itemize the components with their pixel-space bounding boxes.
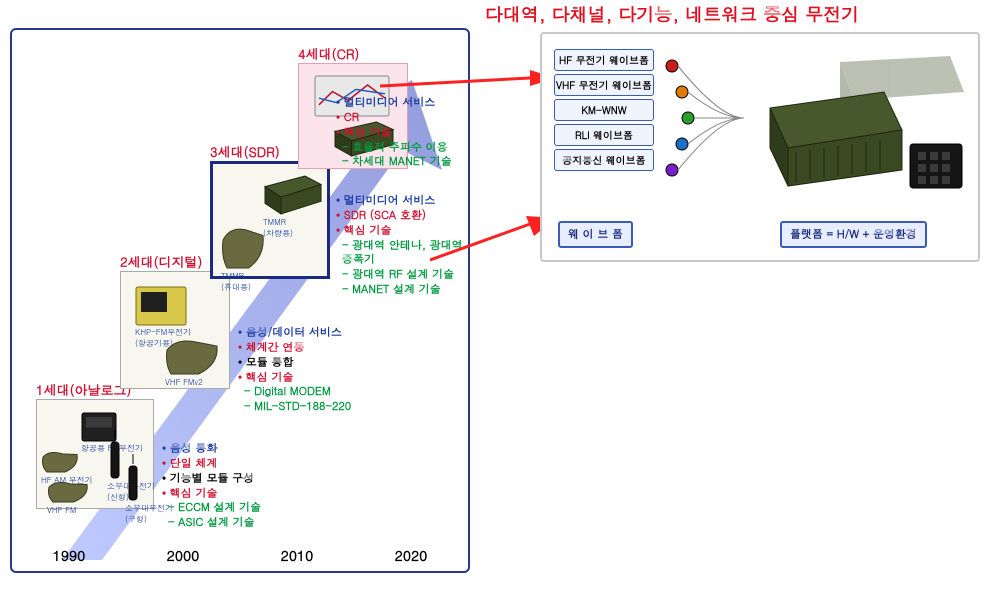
device: VHF FM bbox=[47, 478, 91, 504]
bullet: • 핵심 기술 bbox=[336, 126, 452, 141]
bullet: • 멀티미디어 서비스 bbox=[336, 194, 468, 209]
bullet: • 음성 통화 bbox=[162, 442, 261, 457]
bullet: • 핵심 기술 bbox=[162, 487, 261, 502]
evolution-panel: 1세대(아날로그)HF AM 무전기항공용 FM무전기소부대무전기 (신형)VH… bbox=[10, 28, 470, 573]
gen-devices-box: KHP-FM무전기 (항공기용) VHF FMv2 bbox=[120, 271, 230, 389]
gen-title: 4세대(CR) bbox=[298, 44, 408, 63]
year: 2020 bbox=[395, 545, 428, 565]
bullet: - 효율적 주파수 이용 bbox=[336, 141, 452, 156]
platform-panel: HF 무전기 웨이브폼 VHF 무전기 웨이브폼 KM-WNW RLI 웨이브폼… bbox=[540, 32, 980, 262]
port-dots bbox=[660, 54, 750, 194]
waveform-list: HF 무전기 웨이브폼 VHF 무전기 웨이브폼 KM-WNW RLI 웨이브폼… bbox=[554, 46, 654, 174]
gen-bullets: • 음성 통화• 단일 체계• 기능별 모듈 구성• 핵심 기술- ECCM 설… bbox=[162, 442, 261, 531]
hardware-illustration bbox=[750, 52, 970, 202]
out-arrow-top bbox=[380, 66, 560, 106]
gen-devices-box: HF AM 무전기항공용 FM무전기소부대무전기 (신형) VHF FM 소부대무전… bbox=[36, 399, 154, 509]
bullet: • 기능별 모듈 구성 bbox=[162, 472, 261, 487]
bullet: - 차세대 MANET 기술 bbox=[336, 155, 452, 170]
bullet: - ECCM 설계 기술 bbox=[162, 501, 261, 516]
device: 소부대무전기 (신형) bbox=[107, 440, 123, 480]
year: 2010 bbox=[281, 545, 314, 565]
caption-platform: 플랫폼 = H/W + 운영환경 bbox=[780, 221, 927, 248]
bullet: • 음성/데이터 서비스 bbox=[238, 326, 351, 341]
bullet: • CR bbox=[336, 111, 452, 126]
caption-waveform: 웨 이 브 폼 bbox=[558, 221, 633, 248]
device-label: TMMR (차량용) bbox=[263, 217, 293, 239]
year: 2000 bbox=[167, 545, 200, 565]
device-label: VHF FMv2 bbox=[165, 377, 203, 388]
bullet: - MANET 설계 기술 bbox=[336, 283, 468, 298]
right-title: 다대역, 다채널, 다기능, 네트워크 중심 무전기 bbox=[485, 2, 859, 27]
waveform-btn: RLI 웨이브폼 bbox=[554, 124, 654, 146]
gen1: 1세대(아날로그)HF AM 무전기항공용 FM무전기소부대무전기 (신형)VH… bbox=[36, 380, 154, 509]
device: 항공용 FM무전기 bbox=[81, 412, 117, 442]
device-label: VHF FM bbox=[47, 505, 76, 516]
bullet: - ASIC 설계 기술 bbox=[162, 516, 261, 531]
device-label: TMMR (휴대용) bbox=[221, 271, 251, 293]
device: 소부대무전기 (구형) bbox=[125, 464, 141, 502]
waveform-btn: 공지통신 웨이브폼 bbox=[554, 149, 654, 171]
bullet: • 모듈 통합 bbox=[238, 356, 351, 371]
device: VHF FMv2 bbox=[165, 336, 221, 376]
gen-devices-box: TMMR (차량용)TMMR (휴대용) bbox=[210, 161, 330, 279]
device: HF AM 무전기 bbox=[41, 448, 81, 474]
device: KHP-FM무전기 (항공기용) bbox=[135, 286, 187, 326]
device: TMMR (휴대용) bbox=[221, 224, 267, 270]
bullet: • 핵심 기술 bbox=[238, 371, 351, 386]
bullet: • 체계간 연동 bbox=[238, 341, 351, 356]
waveform-btn: KM-WNW bbox=[554, 99, 654, 121]
waveform-btn: VHF 무전기 웨이브폼 bbox=[554, 74, 654, 96]
gen-bullets: • 멀티미디어 서비스• CR• 핵심 기술- 효율적 주파수 이용- 차세대 … bbox=[336, 96, 452, 170]
bullet: - MIL-STD-188-220 bbox=[238, 400, 351, 415]
bullet: - 광대역 RF 설계 기술 bbox=[336, 268, 468, 283]
device: TMMR (차량용) bbox=[263, 174, 323, 216]
bullet: - Digital MODEM bbox=[238, 385, 351, 400]
timeline-years: 1990 2000 2010 2020 bbox=[12, 545, 468, 565]
bullet: • 단일 체계 bbox=[162, 457, 261, 472]
year: 1990 bbox=[53, 545, 86, 565]
gen-bullets: • 음성/데이터 서비스• 체계간 연동• 모듈 통합• 핵심 기술- Digi… bbox=[238, 326, 351, 415]
waveform-btn: HF 무전기 웨이브폼 bbox=[554, 49, 654, 71]
